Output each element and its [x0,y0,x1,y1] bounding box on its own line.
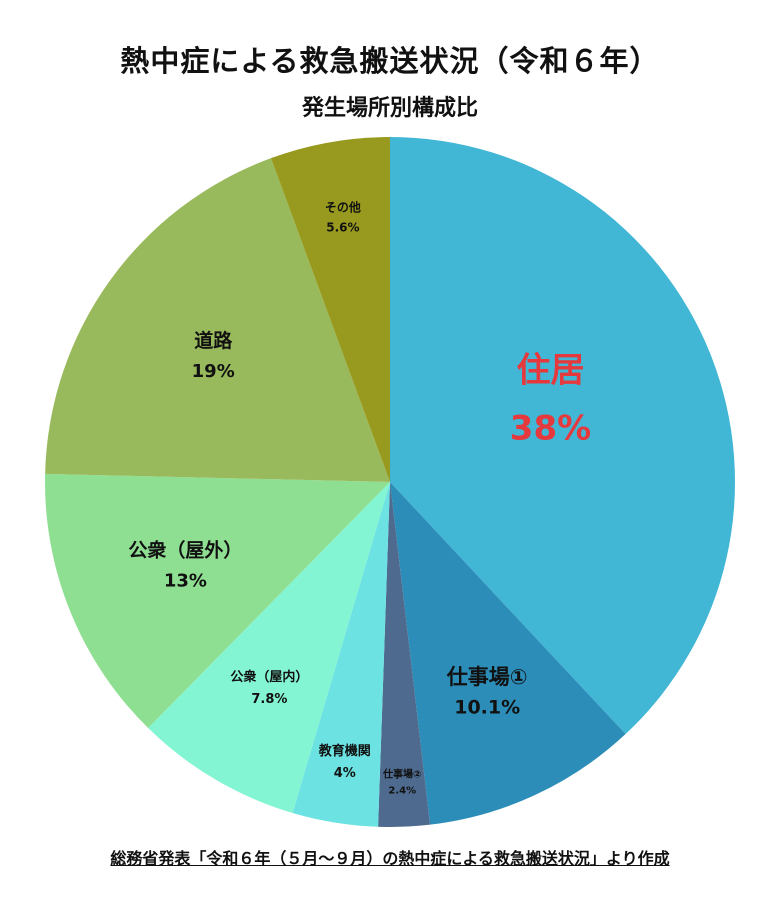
slice-label: 公衆（屋外） [128,539,242,562]
slice-value-label: 19% [192,361,235,382]
pie-slice [390,482,626,825]
slice-label: 仕事場② [382,767,421,780]
pie-slice [378,482,431,827]
slice-value-label: 2.4% [388,785,416,796]
slice-value-label: 13% [164,570,207,591]
source-note: 総務省発表「令和６年（５月～９月）の熱中症による救急搬送状況」より作成 [110,849,670,868]
slice-label: その他 [325,199,361,214]
pie-slice [292,482,390,827]
pie-slice [390,137,736,735]
chart-title: 熱中症による救急搬送状況（令和６年） [120,44,660,78]
slice-value-label: 38% [510,409,591,449]
pie-slice [148,482,390,813]
slice-label: 道路 [194,329,233,352]
slice-value-label: 10.1% [454,696,520,718]
pie-slice [45,473,391,729]
pie-slice [270,137,390,482]
slice-label: 公衆（屋内） [230,669,308,685]
pie-slice [45,158,390,482]
chart-subtitle: 発生場所別構成比 [301,96,478,121]
slice-value-label: 5.6% [326,220,359,234]
slice-value-label: 4% [334,766,356,781]
slice-label: 教育機関 [318,743,371,759]
slice-value-label: 7.8% [251,692,287,707]
slice-label: 住居 [517,351,585,391]
slice-label: 仕事場① [446,665,528,689]
